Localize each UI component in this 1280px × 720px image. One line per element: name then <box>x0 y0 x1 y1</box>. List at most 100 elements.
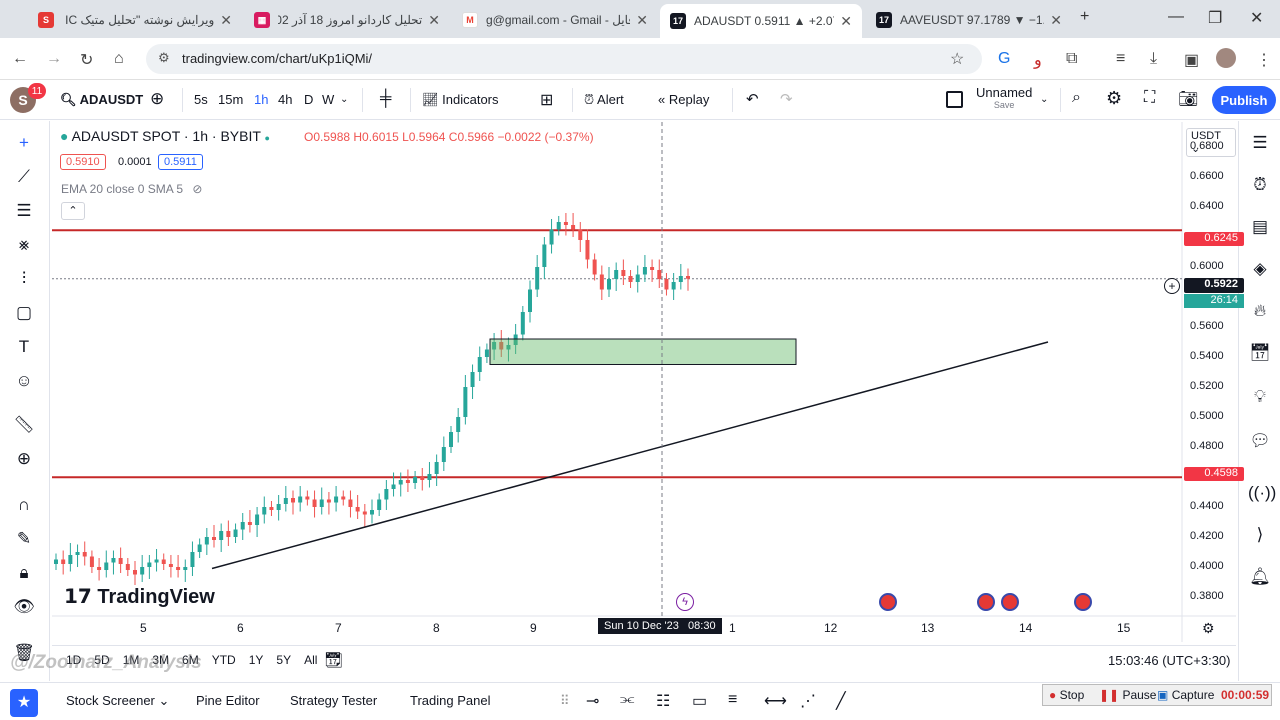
clock-timezone[interactable]: 15:03:46 (UTC+3:30) <box>1108 653 1231 668</box>
trading-panel-tab[interactable]: Trading Panel <box>410 693 491 708</box>
recorder-pause-button[interactable]: ❚❚ Pause <box>1099 688 1157 702</box>
profile-avatar[interactable] <box>1216 48 1236 68</box>
us-flag-event-icon[interactable] <box>977 593 995 611</box>
streams-icon[interactable]: ((·)) <box>1248 483 1277 502</box>
translate-icon[interactable]: G <box>998 50 1011 67</box>
close-icon[interactable]: ✕ <box>1050 11 1062 28</box>
parallel-channel-tool-icon[interactable]: ⫘ <box>620 691 635 708</box>
zoom-in-icon[interactable]: ⊕ <box>16 449 32 468</box>
browser-tab-1[interactable]: S ویرایش نوشته "تحلیل متیک IC ✕ <box>28 6 242 34</box>
download-icon[interactable]: ⤓ <box>1150 50 1158 67</box>
pattern-icon[interactable]: ⨳ <box>18 235 30 254</box>
crosshair-icon[interactable]: + <box>19 133 29 152</box>
chevron-down-icon[interactable]: ⌄ <box>1040 94 1049 105</box>
sell-price-button[interactable]: 0.5910 <box>60 154 106 170</box>
lock-pencil-icon[interactable]: ✎ <box>16 529 32 548</box>
browser-tab-active[interactable]: 17 ADAUSDT 0.5911 ▲ +2.07% ✕ <box>660 4 862 38</box>
ruler-icon[interactable]: 📏︎ <box>13 415 35 434</box>
chat-icon[interactable]: 💬︎ <box>1249 431 1271 450</box>
quick-search-icon[interactable]: ⌕ <box>1072 89 1081 106</box>
range-button-1d[interactable]: 1D <box>66 653 82 667</box>
collapse-legend-icon[interactable]: ⌃ <box>61 202 85 220</box>
media-icon[interactable]: ≡ <box>1116 50 1126 67</box>
trash-icon[interactable]: 🗑︎ <box>13 643 35 662</box>
interval-d[interactable]: D <box>304 92 314 107</box>
chevron-down-icon[interactable]: ⌄ <box>340 94 349 105</box>
event-lightning-icon[interactable]: ϟ <box>676 593 694 611</box>
minimize-icon[interactable]: — <box>1168 8 1184 25</box>
camera-icon[interactable]: 📷︎ <box>1178 91 1199 108</box>
buy-price-button[interactable]: 0.5911 <box>158 154 203 170</box>
url-input[interactable]: ⚙ tradingview.com/chart/uKp1iQMi/ ☆ <box>146 44 982 74</box>
pine-editor-tab[interactable]: Pine Editor <box>196 693 260 708</box>
settings-gear-icon[interactable]: ⚙ <box>1106 88 1123 108</box>
us-flag-event-icon[interactable] <box>1001 593 1019 611</box>
add-alert-plus-icon[interactable]: + <box>1164 278 1180 294</box>
new-tab-icon[interactable]: + <box>1080 8 1090 25</box>
restore-icon[interactable]: ❐ <box>1208 10 1223 27</box>
extension-fa-icon[interactable]: و <box>1034 52 1042 69</box>
close-icon[interactable]: ✕ <box>840 12 852 29</box>
range-button-5y[interactable]: 5Y <box>276 653 292 667</box>
stock-screener-tab[interactable]: Stock Screener ⌄ <box>66 693 170 708</box>
us-flag-event-icon[interactable] <box>1074 593 1092 611</box>
interval-4h[interactable]: 4h <box>278 92 293 107</box>
ideas-bulb-icon[interactable]: 💡︎ <box>1254 387 1266 406</box>
extensions-icon[interactable]: ⧉ <box>1066 50 1078 67</box>
browser-tab-3[interactable]: M g@gmail.com - Gmail - فایل ✕ <box>452 6 658 34</box>
shapes-icon[interactable]: ▢ <box>15 303 33 322</box>
strategy-tester-tab[interactable]: Strategy Tester <box>290 693 378 708</box>
compare-add-icon[interactable]: ⊕ <box>150 89 165 108</box>
forward-icon[interactable]: → <box>46 50 62 67</box>
date-range-calendar-icon[interactable]: 📆︎ <box>324 652 344 669</box>
reload-icon[interactable]: ↻ <box>80 52 94 69</box>
price-chart[interactable] <box>52 122 1236 642</box>
close-icon[interactable]: ✕ <box>636 11 648 28</box>
favorites-star-icon[interactable]: ★ <box>10 689 38 717</box>
chart-area[interactable]: ● ADAUSDT SPOT · 1h · BYBIT ● O0.5988 H0… <box>52 122 1244 642</box>
range-button-3m[interactable]: 3M <box>152 653 170 667</box>
redo-icon[interactable]: ↷ <box>780 91 793 108</box>
notifications-bell-icon[interactable]: 🔔︎ <box>1249 567 1271 586</box>
prediction-icon[interactable]: ⫶ <box>21 269 27 288</box>
browser-tab-2[interactable]: ▦ تحلیل کاردانو امروز 18 آذر 402 ✕ <box>244 6 450 34</box>
range-button-6m[interactable]: 6M <box>182 653 199 667</box>
trendline-tool-icon[interactable]: ╱ <box>836 693 846 710</box>
layout-icon[interactable] <box>946 91 963 108</box>
range-button-1m[interactable]: 1M <box>122 653 140 667</box>
drag-handle-icon[interactable]: ⠿ <box>560 693 570 708</box>
undo-icon[interactable]: ↶ <box>746 91 759 108</box>
indicators-button[interactable]: 📈︎ Indicators <box>422 92 499 107</box>
calendar-icon[interactable]: 📅︎ <box>1249 343 1271 362</box>
rectangle-tool-icon[interactable]: ▭ <box>692 693 708 710</box>
object-tree-icon[interactable]: ▤ <box>1251 217 1269 236</box>
interval-w[interactable]: W <box>322 92 335 107</box>
interval-15m[interactable]: 15m <box>218 92 244 107</box>
magnet-icon[interactable]: ∩ <box>17 495 31 514</box>
ray-tool-icon[interactable]: ⟷ <box>764 693 787 710</box>
fullscreen-icon[interactable]: ⛶ <box>1144 89 1156 106</box>
horizontal-line-tool-icon[interactable]: ⊸ <box>586 693 600 710</box>
hotlist-fire-icon[interactable]: 🔥︎ <box>1253 301 1267 320</box>
interval-5s[interactable]: 5s <box>194 92 208 107</box>
menu-icon[interactable]: ⋮ <box>1256 52 1272 69</box>
range-button-all[interactable]: All <box>304 653 318 667</box>
back-icon[interactable]: ← <box>12 50 28 67</box>
pine-icon[interactable]: ⟩ <box>1256 525 1264 544</box>
recorder-stop-button[interactable]: ● Stop <box>1049 688 1085 702</box>
chart-legend-title[interactable]: ● ADAUSDT SPOT · 1h · BYBIT ● <box>60 128 270 144</box>
emoji-icon[interactable]: ☺ <box>15 371 33 390</box>
publish-button[interactable]: Publish <box>1212 86 1276 114</box>
pitchfork-tool-icon[interactable]: ⋰ <box>800 693 816 710</box>
symbol-search[interactable]: 🔍︎ ADAUSDT <box>60 92 144 107</box>
watchlist-icon[interactable]: ☰ <box>1252 133 1268 152</box>
eye-icon[interactable]: 👁︎ <box>13 597 35 616</box>
range-button-5d[interactable]: 5D <box>94 653 110 667</box>
range-button-ytd[interactable]: YTD <box>211 653 236 667</box>
us-flag-event-icon[interactable] <box>879 593 897 611</box>
trendline-icon[interactable]: ⟋ <box>18 167 30 186</box>
text-icon[interactable]: T <box>18 337 30 356</box>
recorder-capture-button[interactable]: ▣ Capture <box>1157 688 1215 702</box>
alert-button[interactable]: ⏰︎ Alert <box>584 92 624 107</box>
sidepanel-icon[interactable]: ▣ <box>1184 52 1200 69</box>
